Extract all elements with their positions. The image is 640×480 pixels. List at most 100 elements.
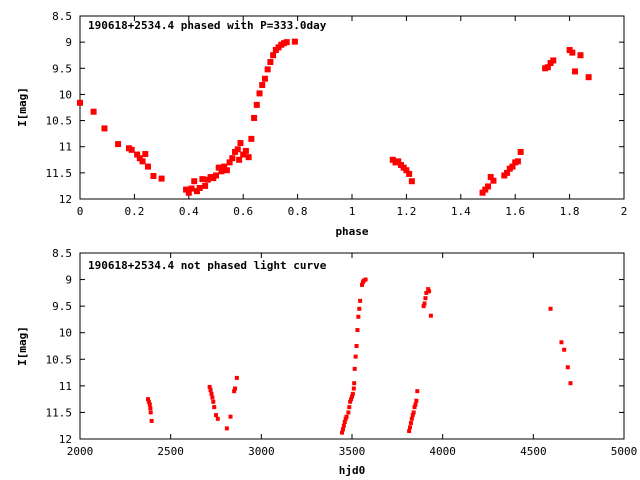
data-point	[517, 148, 524, 155]
data-point	[550, 57, 557, 64]
data-point	[414, 398, 419, 403]
data-point	[264, 66, 271, 73]
data-point	[199, 176, 206, 183]
data-point	[427, 289, 432, 294]
data-point	[424, 290, 429, 295]
data-point	[139, 158, 146, 165]
data-point	[267, 59, 274, 66]
y-axis: 8.5 9 9.5 10 10.5 11 11.5 12	[46, 247, 624, 446]
data-point	[207, 384, 212, 389]
data-point	[229, 155, 236, 162]
y-tick-label: 9.5	[52, 300, 72, 313]
y-tick-label: 10	[59, 88, 72, 101]
data-point	[218, 168, 225, 175]
data-point	[147, 402, 152, 407]
x-tick-label: 1	[349, 205, 356, 218]
data-point	[577, 52, 584, 59]
data-point	[490, 177, 497, 184]
data-point	[212, 405, 217, 410]
data-point	[148, 406, 153, 411]
x-tick-label: 3000	[248, 445, 275, 458]
data-point	[415, 389, 420, 394]
data-point	[352, 381, 357, 386]
data-point	[482, 186, 489, 193]
data-point	[363, 277, 368, 282]
data-point	[191, 178, 198, 185]
data-point	[215, 416, 220, 421]
data-point	[344, 414, 349, 419]
data-point	[479, 189, 486, 196]
data-point	[148, 410, 153, 415]
x-axis: 2000 2500 3000 3500 4000 4500 5000	[67, 253, 638, 458]
x-tick-label: 2500	[157, 445, 184, 458]
data-point	[410, 413, 415, 418]
data-point	[185, 189, 192, 196]
y-tick-label: 11	[59, 141, 72, 154]
y-tick-label: 10.5	[46, 115, 73, 128]
data-point	[224, 426, 229, 431]
y-axis-label: I[mag]	[16, 326, 29, 366]
chart-title: 190618+2534.4 phased with P=333.0day	[88, 19, 327, 32]
data-point	[421, 304, 426, 309]
data-point	[428, 313, 433, 318]
x-tick-label: 0.8	[288, 205, 308, 218]
x-axis-label: hjd0	[339, 464, 366, 477]
data-point	[544, 64, 551, 71]
data-point	[213, 172, 219, 179]
data-point	[208, 388, 213, 393]
data-point	[283, 39, 290, 46]
x-tick-label: 2	[621, 205, 628, 218]
plot-frame	[79, 252, 625, 440]
data-point	[90, 108, 97, 115]
data-point	[150, 172, 157, 179]
data-point	[256, 90, 263, 97]
data-point	[232, 389, 237, 394]
data-point	[585, 74, 592, 81]
data-point	[234, 375, 239, 380]
data-point	[349, 397, 354, 402]
data-point	[354, 344, 359, 348]
x-tick-label: 4000	[429, 445, 456, 458]
data-point	[270, 52, 277, 59]
data-point	[146, 397, 150, 402]
data-point	[408, 425, 413, 430]
data-point	[569, 49, 576, 56]
data-point	[215, 164, 222, 171]
data-point	[240, 151, 247, 158]
data-point	[358, 298, 363, 303]
data-point	[346, 410, 351, 415]
data-point	[261, 75, 268, 82]
y-tick-label: 8.5	[52, 247, 72, 260]
data-point	[343, 416, 348, 421]
x-tick-label: 1.6	[505, 205, 525, 218]
data-point	[209, 391, 214, 396]
data-point	[351, 386, 356, 391]
chart-title: 190618+2534.4 not phased light curve	[88, 259, 327, 272]
y-axis-label: I[mag]	[16, 87, 29, 127]
data-point	[236, 156, 243, 163]
data-point	[188, 185, 195, 192]
y-tick-label: 9	[65, 274, 72, 287]
data-point	[234, 146, 241, 153]
x-tick-label: 1.8	[560, 205, 580, 218]
data-point	[145, 163, 151, 170]
data-point	[568, 381, 573, 386]
x-tick-label: 3500	[339, 445, 366, 458]
data-point	[342, 419, 347, 424]
data-point	[149, 418, 154, 423]
data-point	[214, 413, 218, 418]
y-tick-label: 11.5	[46, 167, 73, 180]
x-tick-label: 0	[77, 205, 84, 218]
data-point	[158, 175, 165, 182]
data-point	[146, 399, 151, 404]
x-tick-label: 5000	[611, 445, 638, 458]
data-point	[355, 328, 360, 333]
y-tick-label: 11.5	[46, 406, 73, 419]
data-point	[251, 114, 258, 121]
data-point	[347, 405, 352, 410]
data-point	[572, 68, 579, 75]
data-point	[237, 140, 244, 147]
data-point	[559, 340, 564, 345]
x-tick-label: 0.4	[179, 205, 199, 218]
data-point	[422, 301, 427, 306]
